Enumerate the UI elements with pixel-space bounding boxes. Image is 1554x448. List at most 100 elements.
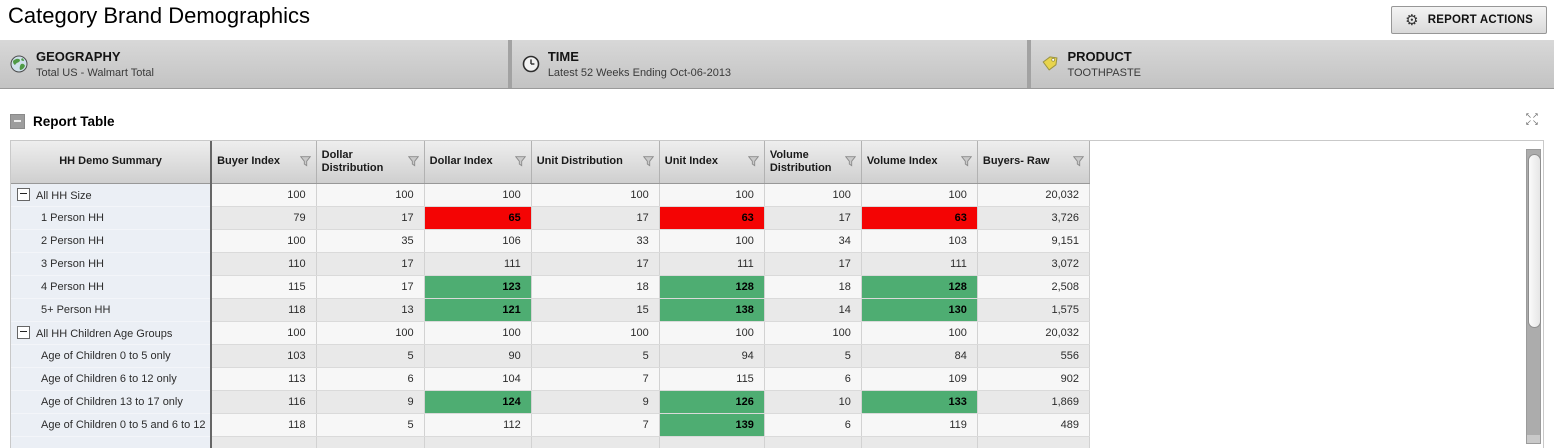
cell: 106 [424,229,532,253]
scrollbar-thumb[interactable] [1528,154,1541,328]
column-header-unit-distribution[interactable]: Unit Distribution [531,141,660,184]
row-label: All HH Children Age Groups [36,327,173,340]
cell: 104 [424,367,532,391]
table-row: All HH Children Age Groups 100 100 100 100 10… [11,321,1091,345]
row-header: 1 Person HH [11,206,213,230]
column-header-volume-distribution[interactable]: Volume Distribution [764,141,862,184]
column-header-label: HH Demo Summary [59,155,162,168]
column-header-buyers-raw[interactable]: Buyers- Raw [977,141,1091,184]
column-header-buyer-index[interactable]: Buyer Index [211,141,317,184]
column-header-hh-demo-summary[interactable]: HH Demo Summary [11,141,213,184]
collapse-section-icon[interactable] [10,114,25,129]
cell: 3,726 [977,206,1091,230]
column-header-label: Unit Index [664,155,718,168]
row-header: 3 Person HH [11,252,213,276]
cell: 17 [531,206,660,230]
cell: 130 [861,298,978,322]
table-row: All HH Size 100 100 100 100 100 100 100 20,032 [11,183,1091,207]
row-label: 3 Person HH [41,257,104,270]
globe-icon [10,55,36,73]
cell: 35 [316,229,425,253]
cell: 94 [659,344,765,368]
report-table: HH Demo Summary Buyer Index Dollar Distrib… [11,141,1091,448]
cell: 111 [424,252,532,276]
row-header: All HH Children Age Groups [11,321,213,345]
cell: 7 [531,413,660,437]
row-header: 4 Person HH [11,275,213,299]
cell: 121 [424,298,532,322]
row-expander-minus-icon[interactable] [17,187,30,201]
cell: 100 [531,183,660,207]
row-label: Age of Children 0 to 5 only [41,349,171,362]
cell: 118 [211,298,317,322]
table-row: Age of Children 0 to 5 only 103 5 90 5 94 5 84 5… [11,344,1091,368]
cell: 14 [764,298,862,322]
cell [659,436,765,448]
cell: 128 [861,275,978,299]
cell: 556 [977,344,1091,368]
row-header: Age of Children 0 to 5 and 6 to 12 [11,413,213,437]
column-header-dollar-index[interactable]: Dollar Index [424,141,532,184]
cell: 10 [764,390,862,414]
funnel-icon[interactable] [1073,156,1084,167]
column-header-dollar-distribution[interactable]: Dollar Distribution [316,141,425,184]
cell: 9 [531,390,660,414]
cell: 126 [659,390,765,414]
row-label: Age of Children 13 to 17 only [41,395,183,408]
funnel-icon[interactable] [960,156,972,167]
filter-title: TIME [547,49,579,64]
funnel-icon[interactable] [747,156,759,167]
column-header-unit-index[interactable]: Unit Index [659,141,765,184]
row-label: 2 Person HH [41,234,104,247]
cell [316,436,425,448]
cell: 100 [316,183,425,207]
cell: 100 [424,321,532,345]
cell: 17 [764,252,862,276]
cell: 9,151 [977,229,1091,253]
cell [531,436,660,448]
report-actions-button[interactable]: ⚙ REPORT ACTIONS [1391,6,1547,34]
funnel-icon[interactable] [299,156,311,167]
filter-value: TOOTHPASTE [1067,67,1142,79]
funnel-icon[interactable] [514,156,526,167]
cell: 112 [424,413,532,437]
table-row: Age of Children 6 to 12 only 113 6 104 7 115 6… [11,367,1091,391]
filter-strip: GEOGRAPHY Total US - Walmart Total TIME … [0,40,1554,89]
cell [977,436,1091,448]
cell: 5 [316,413,425,437]
clock-icon [522,55,548,73]
header-row: HH Demo Summary Buyer Index Dollar Distrib… [11,141,1091,184]
column-header-label: Dollar Index [429,155,493,168]
expand-arrows-icon[interactable]: ↖↗ ↙↘ [1525,111,1539,127]
cell: 103 [861,229,978,253]
funnel-icon[interactable] [844,156,856,167]
column-header-volume-index[interactable]: Volume Index [861,141,978,184]
cell: 6 [764,367,862,391]
table-row-partial [11,436,1091,448]
cell: 65 [424,206,532,230]
cell: 139 [659,413,765,437]
funnel-icon[interactable] [407,156,419,167]
filter-time[interactable]: TIME Latest 52 Weeks Ending Oct-06-2013 [511,40,1028,88]
filter-product[interactable]: PRODUCT TOOTHPASTE [1031,40,1554,88]
row-expander-minus-icon[interactable] [17,325,30,339]
cell: 115 [211,275,317,299]
row-header: Age of Children 6 to 12 only [11,367,213,391]
column-header-label: Unit Distribution [536,155,623,168]
cell: 63 [861,206,978,230]
cell: 17 [316,206,425,230]
column-header-label: Volume Distribution [769,148,832,174]
filter-geography[interactable]: GEOGRAPHY Total US - Walmart Total [0,40,508,88]
row-header: 5+ Person HH [11,298,213,322]
report-actions-label: REPORT ACTIONS [1427,14,1533,26]
column-header-label: Buyer Index [217,155,281,168]
table-row: 3 Person HH 110 17 111 17 111 17 111 3,072 [11,252,1091,276]
column-header-label: Buyers- Raw [982,155,1050,168]
filter-title: GEOGRAPHY [36,49,121,64]
funnel-icon[interactable] [642,156,654,167]
filter-title: PRODUCT [1067,49,1132,64]
cell: 15 [531,298,660,322]
vertical-scrollbar[interactable] [1526,149,1541,444]
cell: 33 [531,229,660,253]
cell: 111 [659,252,765,276]
